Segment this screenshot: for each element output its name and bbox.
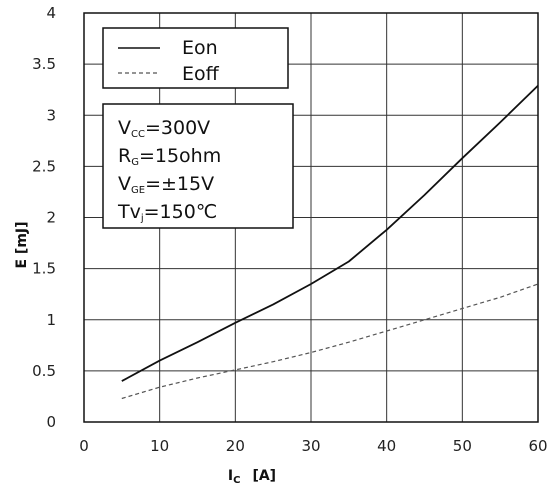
y-tick-label: 1 bbox=[46, 311, 56, 329]
x-tick-label: 60 bbox=[528, 437, 547, 455]
x-tick-label: 40 bbox=[377, 437, 396, 455]
conditions-frame bbox=[102, 103, 294, 229]
y-axis-label: E [mJ] bbox=[14, 221, 30, 268]
y-tick-label: 0 bbox=[46, 413, 56, 431]
plot-frame bbox=[83, 12, 539, 423]
series-group bbox=[121, 84, 539, 400]
x-tick-label: 20 bbox=[226, 437, 245, 455]
y-tick-label: 3.5 bbox=[32, 55, 56, 73]
x-tick-label: 0 bbox=[79, 437, 89, 455]
x-tick-label: 10 bbox=[150, 437, 169, 455]
condition-rg: RG=15ohm bbox=[118, 145, 221, 168]
condition-vcc: VCC=300V bbox=[118, 117, 210, 140]
condition-vge: VGE=±15V bbox=[118, 173, 214, 196]
y-tick-label: 2.5 bbox=[32, 157, 56, 175]
x-axis-label-unit: [A] bbox=[252, 468, 276, 484]
x-tick-label: 30 bbox=[301, 437, 320, 455]
y-tick-label: 4 bbox=[46, 4, 56, 22]
y-ticks: 0 0.5 1 1.5 2 2.5 3 3.5 4 bbox=[32, 4, 56, 431]
legend: Eon Eoff bbox=[102, 27, 289, 89]
x-tick-label: 50 bbox=[453, 437, 472, 455]
x-ticks: 0 10 20 30 40 50 60 bbox=[79, 437, 547, 455]
condition-tvj: Tvj=150℃ bbox=[117, 201, 217, 224]
y-tick-label: 1.5 bbox=[32, 260, 56, 278]
series-line-eon bbox=[121, 84, 539, 382]
y-tick-label: 3 bbox=[46, 106, 56, 124]
y-tick-label: 2 bbox=[46, 209, 56, 227]
legend-box bbox=[102, 27, 289, 89]
y-tick-label: 0.5 bbox=[32, 362, 56, 380]
conditions-box: VCC=300V RG=15ohm VGE=±15V Tvj=150℃ bbox=[102, 103, 294, 229]
series-line-eoff bbox=[121, 283, 539, 400]
legend-eon-label: Eon bbox=[182, 37, 218, 59]
x-axis-label: IC [A] bbox=[228, 468, 276, 486]
legend-eoff-label: Eoff bbox=[182, 63, 220, 85]
x-axis-label-main: I bbox=[228, 468, 233, 484]
x-axis-label-sub: C bbox=[233, 475, 240, 486]
